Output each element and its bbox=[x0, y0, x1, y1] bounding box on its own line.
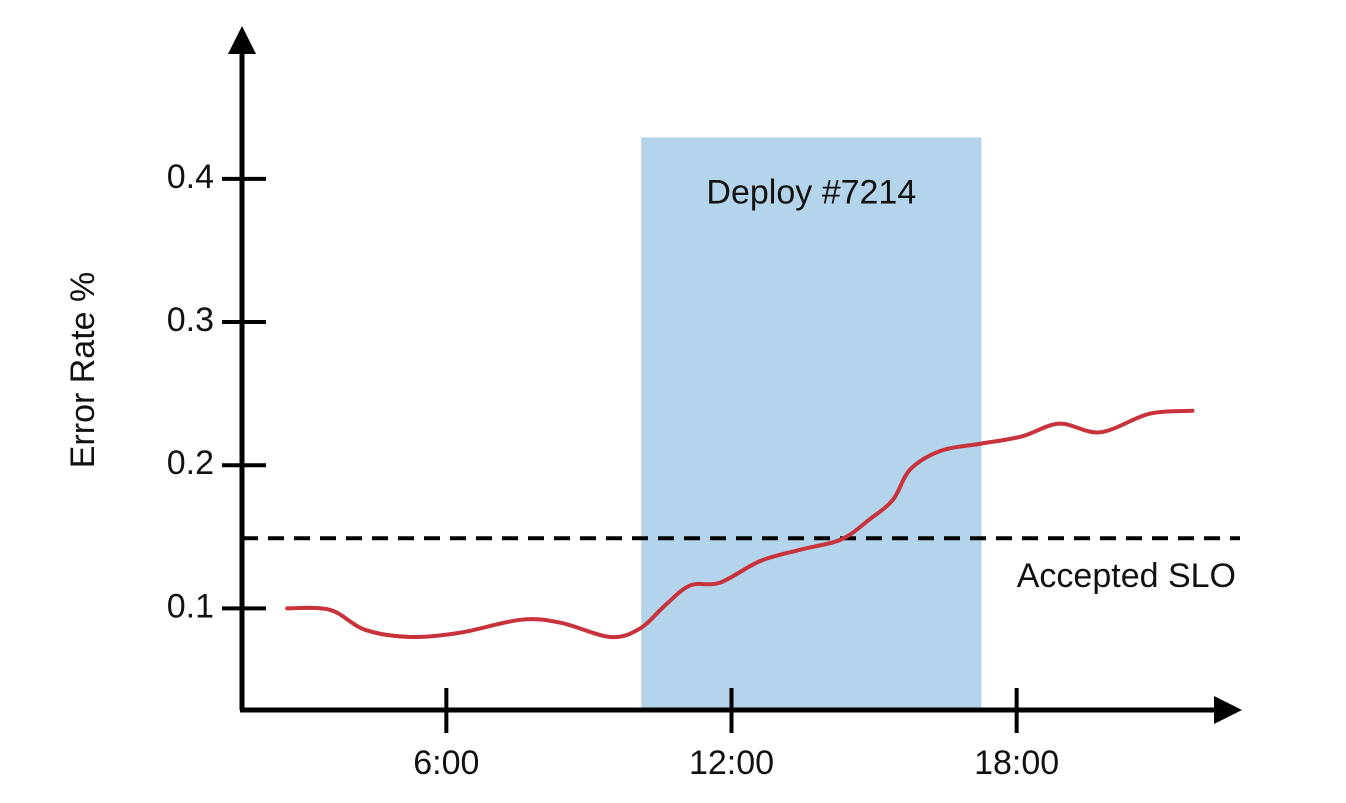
region-label: Deploy #7214 bbox=[706, 173, 916, 211]
slo-label: Accepted SLO bbox=[1017, 557, 1236, 595]
y-tick-label: 0.3 bbox=[167, 301, 214, 339]
x-tick-label: 18:00 bbox=[974, 744, 1059, 782]
x-tick-label: 12:00 bbox=[689, 744, 774, 782]
y-axis-label: Error Rate % bbox=[64, 272, 102, 469]
x-axis-arrow bbox=[1214, 696, 1242, 724]
error-rate-line bbox=[285, 408, 1195, 640]
y-tick-label: 0.1 bbox=[167, 587, 214, 625]
y-tick-label: 0.4 bbox=[167, 158, 214, 196]
y-tick-label: 0.2 bbox=[167, 444, 214, 482]
regions bbox=[641, 137, 982, 711]
y-axis-arrow bbox=[228, 26, 256, 54]
deploy-region bbox=[641, 137, 982, 711]
x-tick-label: 6:00 bbox=[413, 744, 479, 782]
